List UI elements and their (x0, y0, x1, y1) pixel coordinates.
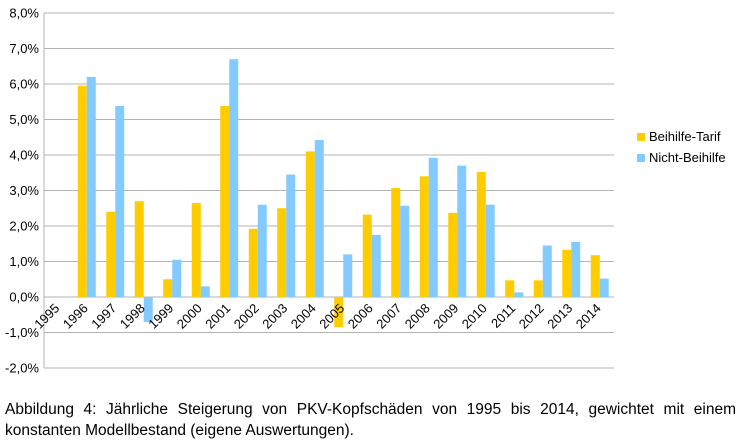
x-tick-labels: 1995199619971998199920002001200220032004… (31, 301, 604, 332)
bar-nicht-beihilfe-2000 (200, 286, 210, 297)
bar-nicht-beihilfe-2014 (599, 278, 609, 297)
y-tick-label: 3,0% (9, 183, 39, 198)
bar-beihilfe-tarif-2013 (562, 249, 572, 297)
bar-chart: 8,0% 7,0% 6,0% 5,0% 4,0% 3,0% 2,0% 1,0% 0,0% -1,0… (5, 6, 726, 376)
bar-nicht-beihilfe-2007 (400, 205, 410, 297)
bar-nicht-beihilfe-2008 (428, 157, 438, 297)
figure-caption: Abbildung 4: Jährliche Steigerung von PK… (5, 401, 736, 439)
bar-beihilfe-tarif-2012 (533, 280, 543, 297)
bar-nicht-beihilfe-1996 (86, 76, 96, 298)
bar-beihilfe-tarif-2010 (476, 172, 486, 297)
x-tick-label: 1995 (31, 301, 62, 332)
bar-beihilfe-tarif-2005 (334, 297, 344, 328)
legend-label-beihilfe-tarif: Beihilfe-Tarif (649, 129, 721, 144)
y-tick-label: -2,0% (5, 361, 39, 376)
x-tick-label: 2007 (373, 301, 404, 332)
y-tick-label: 1,0% (9, 254, 39, 269)
bar-beihilfe-tarif-2009 (448, 212, 458, 297)
bar-nicht-beihilfe-1999 (172, 259, 182, 297)
bar-beihilfe-tarif-2014 (590, 255, 600, 297)
legend-swatch-beihilfe-tarif (637, 133, 645, 141)
legend-swatch-nicht-beihilfe (637, 154, 645, 162)
bar-beihilfe-tarif-2000 (191, 202, 201, 297)
bar-beihilfe-tarif-2006 (362, 214, 372, 297)
x-tick-label: 2000 (174, 301, 205, 332)
bar-nicht-beihilfe-2003 (286, 174, 296, 297)
x-tick-label: 2013 (544, 301, 575, 332)
y-tick-label: 2,0% (9, 219, 39, 234)
bar-nicht-beihilfe-2013 (571, 241, 581, 297)
bar-beihilfe-tarif-1999 (163, 279, 173, 297)
x-tick-label: 2001 (202, 301, 233, 332)
y-tick-label: 4,0% (9, 148, 39, 163)
bar-beihilfe-tarif-2011 (505, 280, 515, 297)
bar-beihilfe-tarif-2004 (305, 151, 315, 297)
bars (77, 59, 609, 328)
y-tick-label: 6,0% (9, 77, 39, 92)
x-tick-label: 2010 (459, 301, 490, 332)
bar-nicht-beihilfe-1997 (115, 106, 125, 297)
bar-nicht-beihilfe-2004 (314, 140, 324, 297)
bar-beihilfe-tarif-2007 (391, 188, 401, 297)
bar-nicht-beihilfe-2012 (542, 245, 552, 297)
bar-beihilfe-tarif-1997 (106, 211, 116, 297)
x-tick-label: 1996 (60, 301, 91, 332)
bar-beihilfe-tarif-1998 (134, 201, 144, 297)
bar-nicht-beihilfe-2005 (343, 254, 353, 297)
y-tick-label: 8,0% (9, 6, 39, 21)
x-tick-label: 1998 (117, 301, 148, 332)
bar-nicht-beihilfe-2006 (371, 234, 381, 297)
grid-lines (43, 12, 614, 369)
bar-beihilfe-tarif-2003 (277, 208, 287, 297)
x-tick-label: 2004 (288, 301, 319, 332)
y-tick-label: 5,0% (9, 112, 39, 127)
bar-beihilfe-tarif-2001 (220, 106, 230, 297)
x-tick-label: 2003 (259, 301, 290, 332)
legend-label-nicht-beihilfe: Nicht-Beihilfe (649, 150, 726, 165)
bar-nicht-beihilfe-2001 (229, 59, 239, 298)
y-tick-label: -1,0% (5, 325, 39, 340)
y-tick-labels: 8,0% 7,0% 6,0% 5,0% 4,0% 3,0% 2,0% 1,0% 0,0% -1,0… (5, 6, 39, 376)
x-tick-label: 2011 (488, 301, 518, 331)
bar-nicht-beihilfe-2010 (485, 204, 495, 297)
bar-nicht-beihilfe-2002 (257, 204, 267, 297)
x-tick-label: 2009 (430, 301, 461, 332)
legend: Beihilfe-Tarif Nicht-Beihilfe (637, 129, 726, 165)
x-tick-label: 2006 (345, 301, 376, 332)
y-tick-label: 7,0% (9, 41, 39, 56)
bar-beihilfe-tarif-2008 (419, 176, 429, 297)
y-tick-label: 0,0% (9, 290, 39, 305)
bar-nicht-beihilfe-1998 (143, 297, 153, 322)
x-tick-label: 2008 (402, 301, 433, 332)
bar-beihilfe-tarif-1996 (77, 85, 87, 298)
bar-beihilfe-tarif-2002 (248, 228, 258, 297)
x-tick-label: 2012 (516, 301, 547, 332)
x-tick-label: 1997 (88, 301, 119, 332)
bar-nicht-beihilfe-2009 (457, 165, 467, 297)
x-tick-label: 2014 (573, 301, 604, 332)
bar-nicht-beihilfe-2011 (514, 292, 524, 297)
x-tick-label: 2002 (231, 301, 262, 332)
